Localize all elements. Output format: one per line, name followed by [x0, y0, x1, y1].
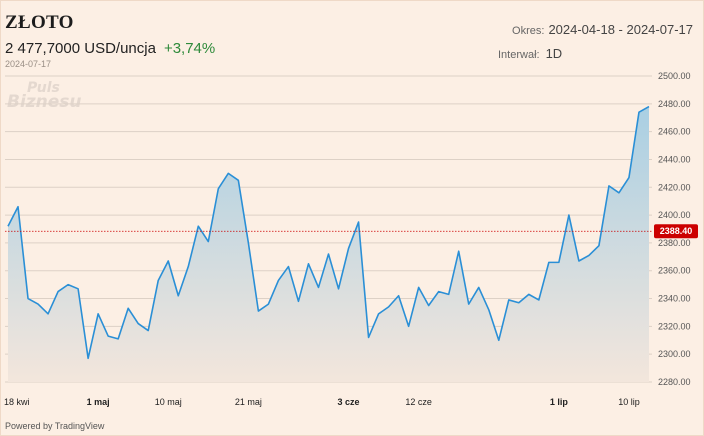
- quote-date: 2024-07-17: [5, 59, 52, 69]
- price-series-line: [7, 105, 650, 360]
- y-tick-label: 2280.00: [658, 377, 691, 387]
- y-tick-label: 2360.00: [658, 266, 691, 276]
- y-tick-label: 2340.00: [658, 294, 691, 304]
- reference-price-label: 2388.40: [660, 226, 693, 236]
- y-tick-label: 2400.00: [658, 210, 691, 220]
- interval-selector[interactable]: Interwał: 1D: [498, 46, 562, 61]
- y-tick-label: 2480.00: [658, 99, 691, 109]
- y-tick-label: 2320.00: [658, 321, 691, 331]
- x-tick-label: 1 lip: [550, 397, 569, 407]
- x-tick-label: 18 kwi: [4, 397, 30, 407]
- powered-by-tradingview[interactable]: Powered by TradingView: [5, 421, 105, 431]
- y-tick-label: 2300.00: [658, 349, 691, 359]
- puls-biznesu-logo: Puls Biznesu: [7, 80, 82, 112]
- period-label: Okres:: [512, 25, 545, 37]
- interval-label: Interwał:: [498, 49, 540, 61]
- price-row: 2 477,7000 USD/uncja +3,74%: [5, 40, 215, 57]
- x-tick-label: 10 maj: [155, 397, 182, 407]
- reference-price-badge: [654, 224, 698, 239]
- x-tick-label: 10 lip: [618, 397, 640, 407]
- period-value: 2024-04-18 - 2024-07-17: [548, 22, 693, 37]
- price-area-fill: [8, 106, 649, 382]
- x-tick-label: 1 maj: [87, 397, 110, 407]
- instrument-title: ZŁOTO: [5, 12, 74, 33]
- x-tick-label: 21 maj: [235, 397, 262, 407]
- current-price: 2 477,7000 USD/uncja: [5, 40, 156, 57]
- x-tick-label: 3 cze: [338, 397, 360, 407]
- y-tick-label: 2440.00: [658, 154, 691, 164]
- y-tick-label: 2500.00: [658, 71, 691, 81]
- y-tick-label: 2380.00: [658, 238, 691, 248]
- price-change: +3,74%: [163, 40, 216, 57]
- x-tick-label: 12 cze: [405, 397, 432, 407]
- y-tick-label: 2460.00: [658, 127, 691, 137]
- interval-value: 1D: [545, 46, 563, 61]
- y-tick-label: 2420.00: [658, 182, 691, 192]
- period-selector[interactable]: Okres: 2024-04-18 - 2024-07-17: [512, 22, 693, 37]
